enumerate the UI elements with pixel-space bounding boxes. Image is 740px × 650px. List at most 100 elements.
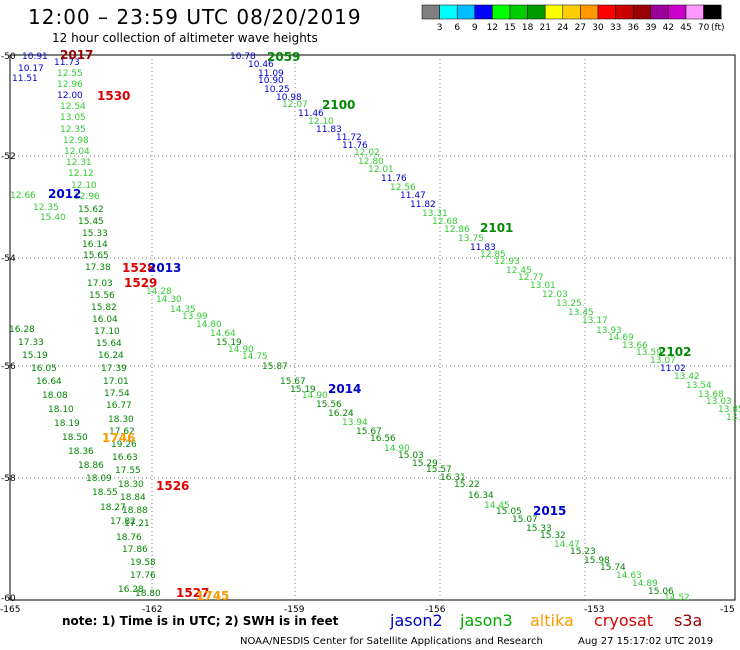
wave-height-label: 10.46	[248, 60, 274, 70]
wave-height-label: 13.54	[686, 381, 712, 391]
wave-height-label: 18.55	[92, 488, 118, 498]
legend-altika: altika	[530, 611, 574, 630]
colorbar-label: 3	[437, 23, 443, 33]
colorbar-label: 45	[680, 23, 691, 33]
wave-height-label: 13.01	[530, 281, 556, 291]
wave-height-label: 18.36	[68, 447, 94, 457]
wave-height-label: 15.56	[89, 291, 115, 301]
wave-height-label: 11.83	[470, 243, 496, 253]
wave-height-label: 12.45	[506, 266, 532, 276]
wave-height-label: 15.19	[22, 351, 48, 361]
wave-height-label: 15.98	[584, 556, 610, 566]
colorbar-label: 24	[557, 23, 569, 33]
wave-height-label: 15.33	[526, 524, 552, 534]
wave-height-label: 12.35	[60, 125, 86, 135]
pass-time-label: 1527	[176, 586, 209, 600]
pass-time-label: 1530	[97, 89, 130, 103]
y-tick-label: -54	[1, 254, 16, 264]
wave-height-label: 12.54	[60, 102, 86, 112]
x-axis-labels: -165 -162 -159 -156 -153 -15	[0, 605, 735, 615]
wave-height-label: 17.21	[124, 519, 150, 529]
colorbar-label: 70	[698, 23, 710, 33]
wave-height-label: 19.58	[130, 558, 156, 568]
wave-height-label: 12.96	[57, 80, 83, 90]
colorbar-swatch	[703, 4, 722, 20]
wave-height-label: 18.86	[78, 461, 104, 471]
wave-height-label: 15.22	[454, 480, 480, 490]
dotted-grid	[10, 55, 735, 600]
colorbar-legend: 3 6 9 12 15 18 21 24 27 30 33 36 39 42 45 70	[421, 4, 722, 33]
y-tick-label: -50	[1, 52, 16, 62]
wave-height-label: 17.54	[104, 389, 130, 399]
wave-height-label: 17.10	[94, 327, 120, 337]
wave-height-label: 15.33	[82, 229, 108, 239]
wave-height-label: 10.91	[22, 52, 48, 62]
pass-time-label: 2017	[60, 48, 93, 62]
wave-height-label: 13.66	[622, 341, 648, 351]
wave-height-label: 15.65	[83, 251, 109, 261]
wave-height-label: 16.31	[440, 473, 466, 483]
wave-height-label: 13.05	[60, 113, 86, 123]
pass-time-label: 2012	[48, 187, 81, 201]
wave-height-label: 12.66	[10, 191, 36, 201]
wave-height-label: 17.62	[109, 427, 135, 437]
wave-height-label: 12.10	[71, 181, 97, 191]
wave-height-label: 14.90	[228, 345, 254, 355]
y-tick-label: -58	[1, 474, 16, 484]
wave-height-label: 15.19	[216, 338, 242, 348]
wave-height-label: 12.12	[68, 169, 94, 179]
pass-time-label: 2014	[328, 382, 361, 396]
wave-height-label: 13.80	[726, 413, 740, 423]
wave-height-label: 17.76	[130, 571, 156, 581]
pass-time-label: 2100	[322, 98, 355, 112]
wave-height-label: 18.19	[54, 419, 80, 429]
page-subtitle: 12 hour collection of altimeter wave hei…	[52, 31, 318, 45]
wave-height-label: 12.10	[308, 117, 334, 127]
x-tick-label: -153	[584, 605, 604, 615]
wave-height-label: 11.76	[342, 141, 368, 151]
wave-height-label: 15.64	[96, 339, 122, 349]
wave-height-label: 15.23	[570, 547, 596, 557]
wave-height-label: 18.27	[100, 503, 126, 513]
wave-height-label: 11.09	[258, 69, 284, 79]
wave-height-label: 17.39	[101, 364, 127, 374]
legend-jason3: jason3	[459, 611, 513, 630]
wave-height-label: 15.87	[262, 362, 288, 372]
colorbar-swatch	[456, 4, 476, 20]
wave-height-label: 15.45	[78, 217, 104, 227]
wave-height-label: 12.55	[57, 69, 83, 79]
wave-height-label: 13.99	[182, 312, 208, 322]
y-axis-labels: -50 -52 -54 -56 -58 -60	[1, 52, 16, 604]
wave-height-label: 12.98	[63, 136, 89, 146]
wave-height-label: 15.82	[91, 303, 117, 313]
wave-height-label: 11.83	[316, 125, 342, 135]
wave-height-label: 17.86	[122, 545, 148, 555]
wave-height-label: 18.76	[116, 533, 142, 543]
wave-height-label: 17.03	[87, 279, 113, 289]
map-frame	[9, 54, 736, 601]
colorbar-label: 18	[522, 23, 534, 33]
wave-height-label: 16.77	[106, 401, 132, 411]
wave-height-label: 11.47	[400, 191, 426, 201]
wave-height-label: 14.89	[632, 579, 658, 589]
wave-height-label: 18.84	[120, 493, 146, 503]
wave-height-label: 15.29	[412, 459, 438, 469]
wave-height-label: 12.31	[66, 158, 92, 168]
colorbar-label: 9	[472, 23, 478, 33]
x-tick-label: -165	[0, 605, 20, 615]
wave-height-label: 16.14	[82, 240, 108, 250]
wave-height-label: 15.57	[426, 465, 452, 475]
wave-height-label: 18.08	[42, 391, 68, 401]
wave-height-label: 15.62	[78, 205, 104, 215]
wave-height-label: 11.46	[298, 109, 324, 119]
wave-height-label: 14.35	[170, 305, 196, 315]
wave-height-label: 14.30	[156, 295, 182, 305]
colorbar-label: 27	[575, 23, 586, 33]
legend-s3a: s3a	[674, 611, 702, 630]
colorbar-label: 6	[454, 23, 460, 33]
wave-height-label: 14.69	[608, 333, 634, 343]
wave-height-label: 15.03	[398, 451, 424, 461]
page-title: 12:00 – 23:59 UTC 08/20/2019	[28, 5, 362, 29]
wave-height-label: 12.35	[33, 203, 59, 213]
